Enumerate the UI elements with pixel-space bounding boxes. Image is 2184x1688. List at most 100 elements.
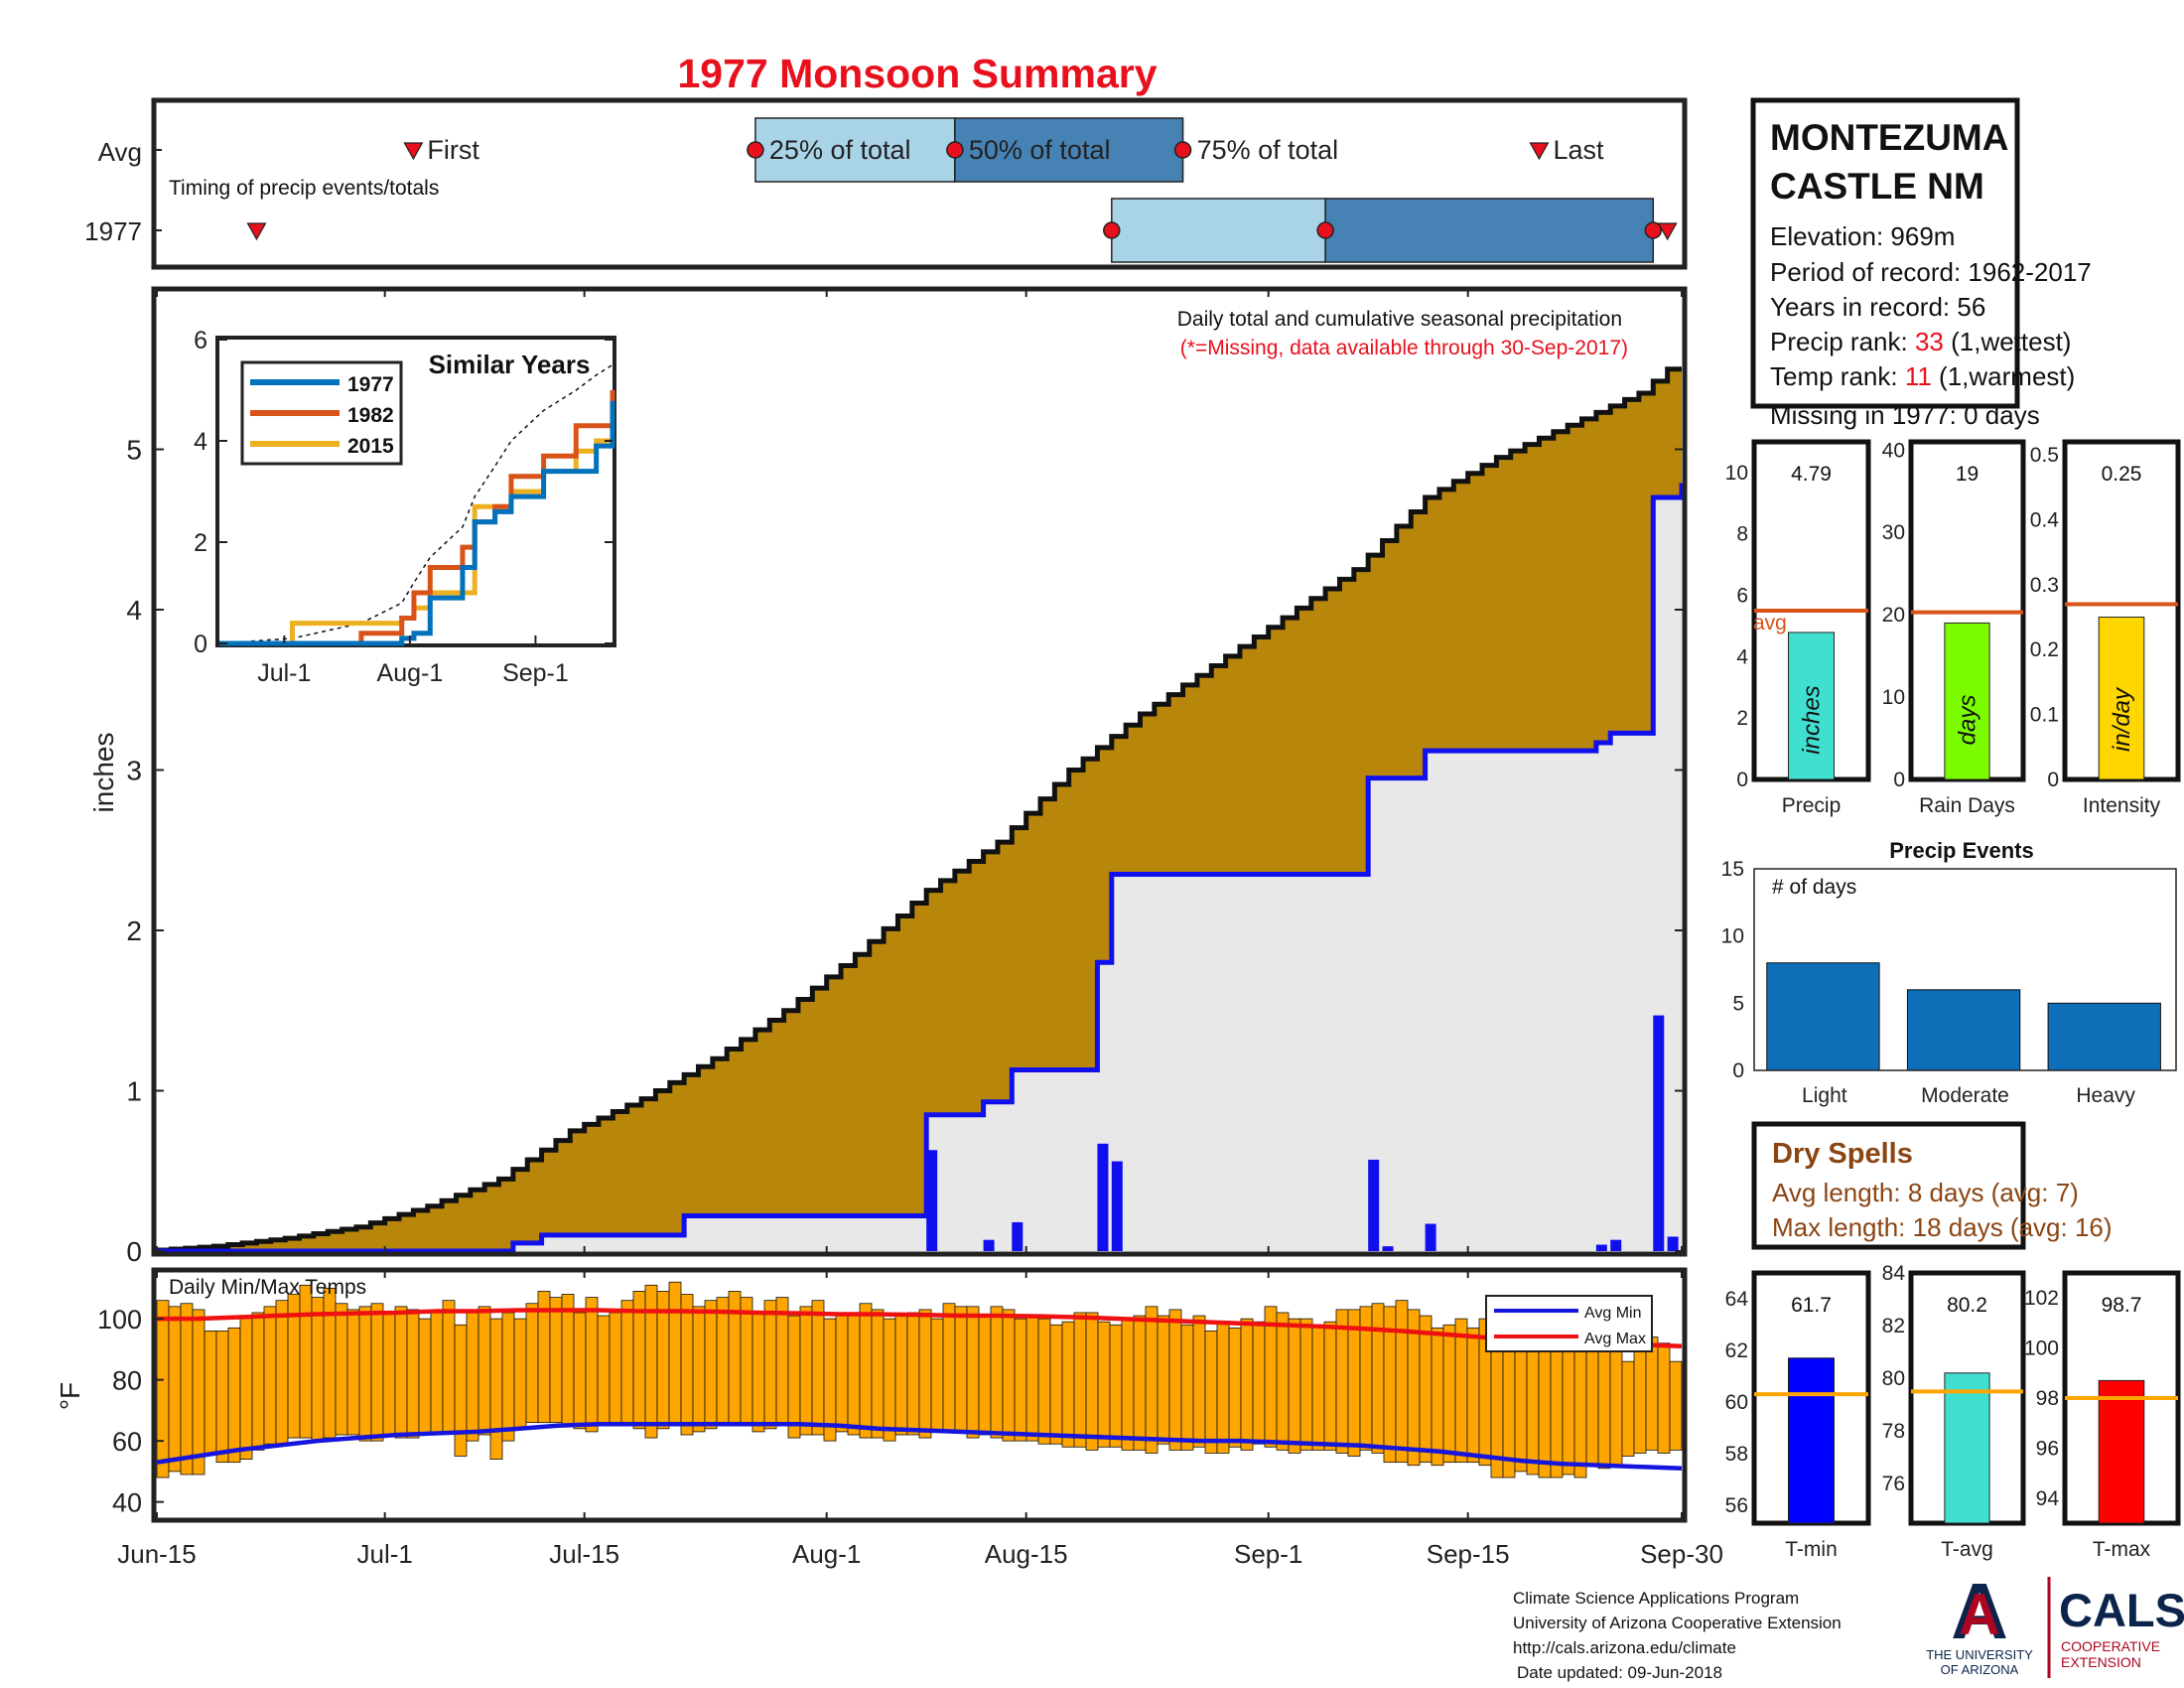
temps-panel: Daily Min/Max Temps °F 40 60 80 100 Avg Min… (55, 1267, 1688, 1523)
precip-events-title: Precip Events (1889, 838, 2034, 863)
daily-temp-bar (668, 1281, 682, 1427)
daily-temp-bar (990, 1306, 1004, 1439)
daily-temp-bar (787, 1315, 801, 1439)
daily-temp-bar (1621, 1360, 1635, 1457)
daily-temp-bar (525, 1303, 539, 1424)
dry-spells-frame (1751, 1121, 2026, 1250)
temps-y-tick-label: 100 (97, 1305, 142, 1335)
daily-temp-bar (156, 1300, 170, 1478)
daily-temp-bar (775, 1297, 789, 1427)
mini-y-tick-label: 60 (1725, 1391, 1748, 1414)
precip-events-frame (1753, 868, 2177, 1071)
station-precip-rank: Precip rank: 33 (1,wettest) (1770, 327, 2071, 356)
mini-y-tick-label: 30 (1882, 521, 1905, 544)
daily-temp-bar (251, 1312, 265, 1451)
cals-logo: CALS COOPERATIVE EXTENSION (2059, 1584, 2184, 1670)
mini-y-tick-label: 0.2 (2030, 638, 2059, 661)
precip-events-y-tick-label: 0 (1732, 1059, 1744, 1082)
mini-y-tick-label: 64 (1725, 1288, 1749, 1311)
daily-temp-bar (978, 1315, 992, 1436)
daily-temp-bar (1121, 1318, 1135, 1451)
mini-y-tick-label: 10 (1882, 686, 1905, 709)
station-name-line2: CASTLE NM (1770, 166, 1984, 207)
daily-temp-bar (1180, 1324, 1194, 1451)
mini-y-tick-label: 40 (1882, 439, 1905, 462)
timing-last-marker (1657, 222, 1678, 241)
cals-sub-1: COOPERATIVE (2061, 1638, 2160, 1654)
timing-quantile-dot (946, 141, 964, 159)
inset-y-tick-label: 6 (194, 327, 207, 354)
daily-temp-bar (883, 1318, 896, 1442)
daily-temp-bar (1025, 1315, 1039, 1442)
timing-quantile-dot (1103, 221, 1121, 239)
temps-y-tick-label: 80 (112, 1366, 142, 1396)
year-cumulative-line (157, 483, 1685, 1254)
ua-text-1: THE UNIVERSITY (1926, 1647, 2033, 1662)
mini-y-tick-label: 4 (1736, 645, 1748, 668)
daily-temp-bar (1526, 1334, 1540, 1476)
mini-y-tick-label: 84 (1882, 1262, 1906, 1285)
x-tick-label: Sep-15 (1427, 1539, 1510, 1569)
daily-temp-bar (1454, 1318, 1468, 1464)
daily-temp-bar (215, 1331, 229, 1464)
daily-temp-bar (573, 1312, 587, 1430)
x-tick-label: Sep-1 (1234, 1539, 1302, 1569)
avg-min-line (156, 1421, 1683, 1472)
mini-chart-tmax: 94 96 98 100 102 98.7 T-max (2024, 1270, 2181, 1561)
mini-unit-label: in/day (2109, 686, 2135, 752)
daily-temp-bar (1061, 1321, 1075, 1448)
mini-chart-label: Rain Days (1919, 794, 2015, 817)
precip-events-y-tick-label: 15 (1721, 858, 1744, 881)
mini-y-tick-label: 0.1 (2030, 704, 2059, 727)
inset-avg-dashed-line (218, 363, 614, 644)
temps-y-label: °F (55, 1382, 85, 1410)
daily-precip-bar (1610, 1239, 1622, 1251)
temps-y-tick-label: 40 (112, 1488, 142, 1518)
mini-chart-label: Precip (1782, 794, 1842, 817)
inset-x-tick-label: Aug-1 (377, 659, 444, 687)
daily-temp-bar (1204, 1331, 1218, 1454)
mini-y-tick-label: 2 (1736, 707, 1748, 730)
timing-last-label: Last (1553, 135, 1604, 165)
mini-chart-label: T-min (1785, 1538, 1838, 1561)
mini-y-tick-label: 58 (1725, 1443, 1748, 1466)
daily-temp-bar (740, 1297, 753, 1424)
station-missing: Missing in 1977: 0 days (1770, 400, 2040, 430)
mini-value-bar (1788, 632, 1835, 780)
mini-value-label: 98.7 (2102, 1294, 2142, 1317)
main-y-tick-label: 2 (126, 915, 142, 946)
mini-y-tick-label: 82 (1882, 1315, 1905, 1337)
mini-chart-rain-days: 0 10 20 30 40 19 days Rain Days (1882, 439, 2026, 817)
daily-temp-bar (1109, 1324, 1123, 1448)
main-precip-chart: 0 1 2 3 4 5 inches Daily total and cumulative… (88, 286, 1688, 1267)
precip-events-bar (1906, 989, 2021, 1071)
daily-temp-bar (466, 1309, 479, 1442)
main-frame (151, 286, 1688, 1257)
station-elevation: Elevation: 969m (1770, 221, 1955, 251)
daily-temp-bar (823, 1318, 837, 1442)
footer-university: University of Arizona Cooperative Extens… (1513, 1614, 1842, 1632)
mini-value-bar (1788, 1357, 1835, 1524)
daily-temp-bar (609, 1312, 622, 1424)
daily-temp-bar (847, 1315, 861, 1436)
daily-temp-bar (263, 1306, 277, 1445)
daily-temp-bar (1157, 1315, 1170, 1445)
mini-y-tick-label: 0.5 (2030, 444, 2059, 467)
timing-box-25-50 (754, 117, 956, 183)
daily-precip-bar (1425, 1223, 1436, 1251)
daily-temp-bar (430, 1312, 444, 1436)
daily-temp-bar (763, 1300, 777, 1430)
year-cumulative-area (157, 483, 1682, 1251)
avg-max-line (157, 1308, 1683, 1349)
main-y-tick-label: 0 (126, 1236, 142, 1267)
daily-temp-bar (871, 1309, 885, 1439)
mini-value-bar (1944, 622, 1990, 780)
temps-y-axis: 40 60 80 100 (97, 1305, 164, 1518)
daily-temp-bar (1014, 1318, 1027, 1442)
daily-temp-bar (239, 1315, 253, 1460)
temp-rank-label: Temp rank: (1770, 361, 1905, 391)
main-y-axis: 0 1 2 3 4 5 (126, 435, 1685, 1267)
inset-y-tick-label: 2 (194, 529, 207, 557)
mini-y-tick-label: 0 (2047, 769, 2059, 791)
mini-y-tick-label: 0.3 (2030, 574, 2059, 597)
